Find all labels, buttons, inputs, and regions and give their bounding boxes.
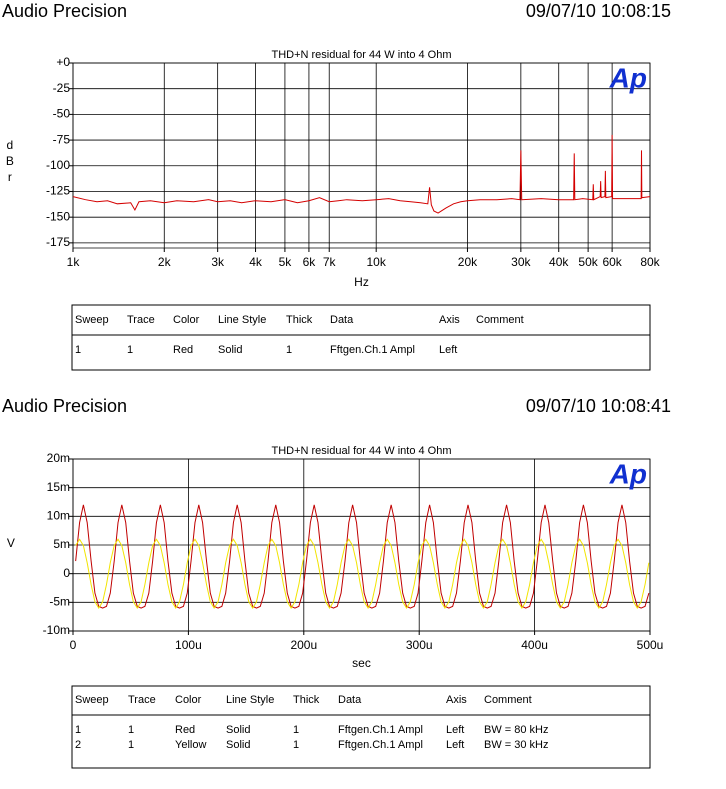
table-cell: 1	[293, 739, 299, 751]
x-tick-label: 80k	[640, 255, 660, 269]
y-tick-label: -150	[46, 209, 70, 223]
y-tick-label: -25	[53, 81, 71, 95]
header-timestamp: 09/07/10 10:08:41	[526, 396, 671, 416]
x-tick-label: 3k	[211, 255, 225, 269]
legend-table	[71, 685, 651, 769]
y-tick-label: 5m	[53, 537, 70, 551]
x-tick-label: 10k	[367, 255, 387, 269]
table-header: Axis	[439, 314, 460, 326]
table-cell: 1	[75, 724, 81, 736]
logo: Ap	[609, 62, 647, 93]
table-header: Sweep	[75, 314, 109, 326]
legend-table	[71, 304, 651, 371]
y-tick-label: -125	[46, 184, 70, 198]
x-axis-label: Hz	[354, 275, 369, 289]
table-header: Comment	[484, 694, 532, 706]
table-cell: Yellow	[175, 739, 206, 751]
table-header: Axis	[446, 694, 467, 706]
table-cell: Solid	[226, 724, 250, 736]
header-timestamp: 09/07/10 10:08:15	[526, 1, 671, 21]
table-header: Thick	[293, 694, 320, 706]
y-tick-label: 0	[63, 566, 70, 580]
data-line	[75, 538, 650, 610]
table-cell: 1	[293, 724, 299, 736]
x-tick-label: 200u	[290, 638, 317, 652]
table-header: Line Style	[218, 314, 266, 326]
x-tick-label: 50k	[578, 255, 598, 269]
y-tick-label: -175	[46, 235, 70, 249]
table-cell: Left	[439, 344, 457, 356]
table-cell: 1	[128, 724, 134, 736]
x-tick-label: 5k	[279, 255, 293, 269]
x-tick-label: 500u	[637, 638, 664, 652]
data-line	[75, 504, 650, 609]
table-header: Data	[338, 694, 362, 706]
header-brand: Audio Precision	[2, 396, 127, 416]
x-tick-label: 7k	[323, 255, 337, 269]
y-tick-label: 10m	[47, 509, 70, 523]
table-header: Color	[175, 694, 202, 706]
x-tick-label: 2k	[158, 255, 172, 269]
table-cell: Fftgen.Ch.1 Ampl	[338, 724, 423, 736]
table-header: Thick	[286, 314, 313, 326]
table-header: Data	[330, 314, 354, 326]
y-tick-label: -10m	[43, 623, 70, 637]
table-cell: 1	[286, 344, 292, 356]
table-cell: Left	[446, 739, 464, 751]
table-cell: Left	[446, 724, 464, 736]
table-cell: 2	[75, 739, 81, 751]
logo: Ap	[609, 458, 647, 489]
x-tick-label: 300u	[406, 638, 433, 652]
x-tick-label: 1k	[67, 255, 81, 269]
chart-title: THD+N residual for 44 W into 4 Ohm	[271, 49, 451, 61]
data-line	[72, 134, 651, 214]
table-header: Trace	[128, 694, 156, 706]
x-tick-label: 0	[70, 638, 77, 652]
table-cell: Solid	[226, 739, 250, 751]
x-tick-label: 100u	[175, 638, 202, 652]
table-cell: Red	[175, 724, 195, 736]
table-header: Line Style	[226, 694, 274, 706]
table-header: Trace	[127, 314, 155, 326]
table-cell: Red	[173, 344, 193, 356]
x-tick-label: 20k	[458, 255, 478, 269]
table-cell: Fftgen.Ch.1 Ampl	[330, 344, 415, 356]
y-tick-label: 20m	[47, 451, 70, 465]
x-tick-label: 40k	[549, 255, 569, 269]
x-tick-label: 6k	[303, 255, 317, 269]
y-tick-label: -75	[53, 132, 71, 146]
y-tick-label: -5m	[49, 595, 70, 609]
table-cell: Fftgen.Ch.1 Ampl	[338, 739, 423, 751]
x-axis-label: sec	[352, 656, 371, 670]
chart-title: THD+N residual for 44 W into 4 Ohm	[271, 445, 451, 457]
table-header: Comment	[476, 314, 524, 326]
table-cell: BW = 80 kHz	[484, 724, 549, 736]
y-tick-label: -50	[53, 107, 71, 121]
plot-area	[72, 62, 651, 249]
y-tick-label: 15m	[47, 480, 70, 494]
y-tick-label: +0	[56, 55, 70, 69]
table-cell: 1	[127, 344, 133, 356]
table-cell: 1	[75, 344, 81, 356]
x-tick-label: 30k	[511, 255, 531, 269]
y-tick-label: -100	[46, 158, 70, 172]
x-tick-label: 60k	[602, 255, 622, 269]
table-header: Color	[173, 314, 200, 326]
table-cell: Solid	[218, 344, 242, 356]
table-cell: 1	[128, 739, 134, 751]
x-tick-label: 400u	[521, 638, 548, 652]
table-header: Sweep	[75, 694, 109, 706]
y-axis-label: V	[4, 536, 18, 552]
table-cell: BW = 30 kHz	[484, 739, 549, 751]
y-axis-label: dBr	[3, 138, 17, 186]
x-tick-label: 4k	[249, 255, 263, 269]
header-brand: Audio Precision	[2, 1, 127, 21]
